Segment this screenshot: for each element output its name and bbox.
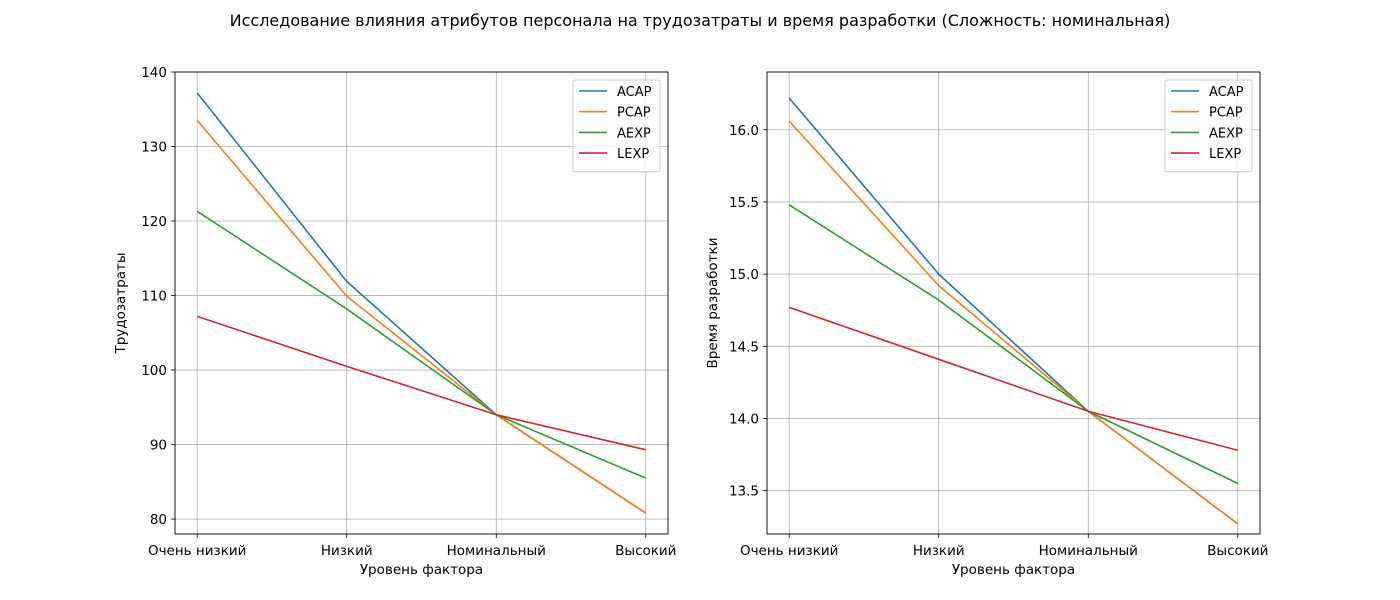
x-axis-label: Уровень фактора xyxy=(952,562,1075,578)
y-tick-label: 80 xyxy=(150,512,167,528)
series-line-lexp xyxy=(196,315,647,451)
y-tick-label: 130 xyxy=(141,140,167,156)
y-axis-label: Время разработки xyxy=(705,238,721,369)
legend: ACAP PCAP AEXP LEXP xyxy=(572,79,661,173)
y-tick-label: 13.5 xyxy=(729,484,759,500)
legend-label-lexp: LEXP xyxy=(617,147,649,162)
y-axis-label: Трудозатраты xyxy=(113,252,129,354)
plot-frame xyxy=(766,71,1261,535)
chart-dev-time: Очень низкий Низкий Номинальный Высокий 13.5… xyxy=(705,71,1268,578)
legend-label-lexp: LEXP xyxy=(1209,147,1241,162)
x-tick-label: Низкий xyxy=(321,543,373,559)
series-line-lexp xyxy=(788,306,1239,452)
series-line-aexp xyxy=(788,204,1239,485)
y-tick-label: 120 xyxy=(141,214,167,230)
y-tick-label: 110 xyxy=(141,289,167,305)
x-tick-label: Номинальный xyxy=(447,543,546,559)
series-line-pcap xyxy=(196,119,647,514)
x-tick-label: Очень низкий xyxy=(740,543,838,559)
plot-frame xyxy=(174,71,669,535)
y-tick-label: 140 xyxy=(141,65,167,81)
chart-effort: Очень низкий Низкий Номинальный Высокий 80 90… xyxy=(113,65,676,578)
x-tick-label: Высокий xyxy=(1207,543,1268,559)
legend-label-aexp: AEXP xyxy=(1209,126,1243,141)
series-line-pcap xyxy=(788,120,1239,525)
legend-label-aexp: AEXP xyxy=(617,126,651,141)
x-tick-label: Номинальный xyxy=(1039,543,1138,559)
series-line-aexp xyxy=(196,210,647,479)
y-tick-label: 16.0 xyxy=(729,123,759,139)
legend-label-acap: ACAP xyxy=(1209,85,1244,100)
legend-label-pcap: PCAP xyxy=(617,106,651,121)
legend-label-pcap: PCAP xyxy=(1209,106,1243,121)
y-tick-label: 14.0 xyxy=(729,412,759,428)
legend-box xyxy=(1164,79,1253,173)
y-tick-label: 15.5 xyxy=(729,195,759,211)
x-axis-label: Уровень фактора xyxy=(360,562,483,578)
x-tick-label: Высокий xyxy=(615,543,676,559)
legend-label-acap: ACAP xyxy=(617,85,652,100)
legend: ACAP PCAP AEXP LEXP xyxy=(1164,79,1253,173)
x-tick-label: Низкий xyxy=(913,543,965,559)
y-tick-label: 14.5 xyxy=(729,339,759,355)
y-tick-label: 100 xyxy=(141,363,167,379)
legend-box xyxy=(572,79,661,173)
y-tick-label: 90 xyxy=(150,438,167,454)
figure-title: Исследование влияния атрибутов персонала… xyxy=(230,11,1171,30)
x-tick-label: Очень низкий xyxy=(148,543,246,559)
y-tick-label: 15.0 xyxy=(729,267,759,283)
